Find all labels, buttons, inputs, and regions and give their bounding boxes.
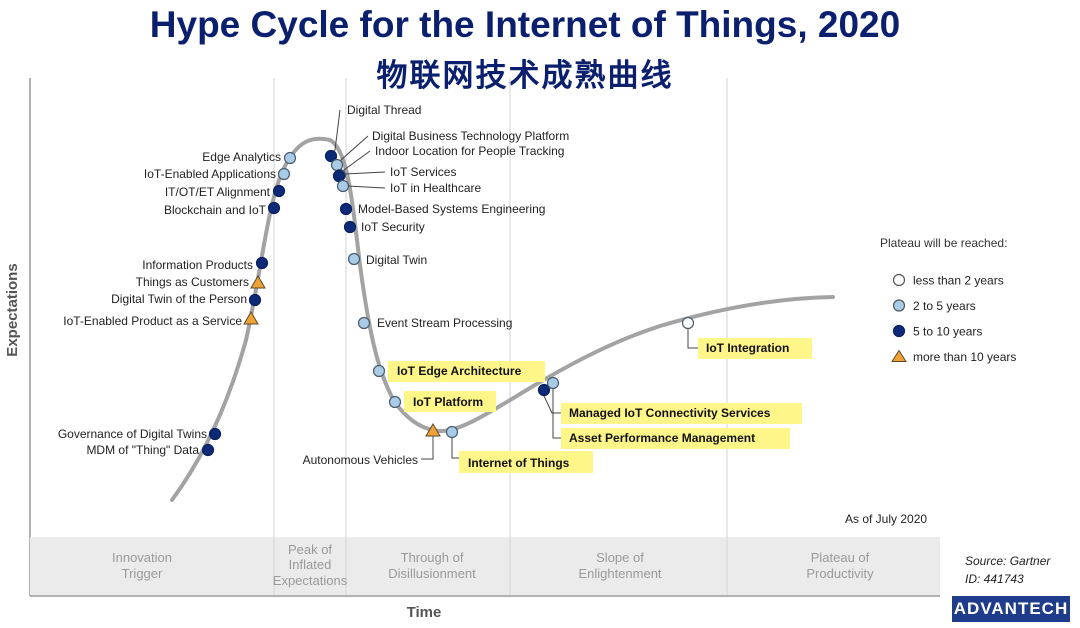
legend-label-5to10: 5 to 10 years <box>913 325 982 339</box>
highlight-managed-iot-connectivity-services <box>561 403 802 424</box>
highlight-asset-performance-management <box>561 428 790 449</box>
marker-governance-of-digital-twins <box>208 427 222 441</box>
x-axis-label: Time <box>407 604 442 621</box>
source-note: Source: Gartner ID: 441743 <box>965 552 1050 588</box>
marker-blockchain-and-iot <box>267 201 281 215</box>
legend-label-2to5: 2 to 5 years <box>913 299 976 313</box>
phase-label-peak-2: Inflated <box>289 557 332 572</box>
marker-iot-edge-architecture <box>372 364 386 378</box>
marker-mdm-of-thing-data <box>201 443 215 457</box>
marker-model-based-systems-engineering <box>339 202 353 216</box>
label-governance-of-digital-twins: Governance of Digital Twins <box>58 427 207 441</box>
label-digital-business-technology-platform: Digital Business Technology Platform <box>372 129 569 143</box>
marker-autonomous-vehicles <box>425 423 441 437</box>
marker-iot-enabled-product-as-a-service <box>243 311 259 325</box>
phase-label-slope-1: Slope of <box>596 550 644 565</box>
phase-label-plateau-1: Plateau of <box>811 550 870 565</box>
source-id: ID: 441743 <box>965 572 1024 586</box>
marker-edge-analytics <box>283 151 297 165</box>
label-iot-enabled-product-as-a-service: IoT-Enabled Product as a Service <box>63 314 242 328</box>
marker-internet-of-things <box>445 425 459 439</box>
data-labels: Governance of Digital Twins MDM of "Thing… <box>58 103 790 470</box>
highlight-boxes <box>388 338 812 473</box>
phase-label-innovation-1: Innovation <box>112 550 172 565</box>
label-edge-analytics: Edge Analytics <box>202 150 281 164</box>
legend-title: Plateau will be reached: <box>880 236 1007 250</box>
legend-marker-lt2 <box>892 273 906 287</box>
label-it-ot-et-alignment: IT/OT/ET Alignment <box>165 185 271 199</box>
legend: Plateau will be reached: less than 2 yea… <box>880 236 1016 364</box>
marker-digital-twin-of-the-person <box>248 293 262 307</box>
label-autonomous-vehicles: Autonomous Vehicles <box>303 453 418 467</box>
marker-iot-security <box>343 220 357 234</box>
label-internet-of-things: Internet of Things <box>468 456 570 470</box>
highlight-iot-platform <box>404 391 496 412</box>
advantech-logo: ADVANTECH <box>952 596 1070 622</box>
label-iot-services: IoT Services <box>390 165 456 179</box>
marker-asset-performance-management <box>546 376 560 390</box>
phase-label-plateau-2: Productivity <box>806 566 874 581</box>
phase-band <box>30 537 940 595</box>
marker-things-as-customers <box>250 275 266 289</box>
marker-iot-services <box>332 169 346 183</box>
legend-marker-5to10 <box>892 324 906 338</box>
marker-it-ot-et-alignment <box>272 184 286 198</box>
marker-event-stream-processing <box>357 316 371 330</box>
as-of-note: As of July 2020 <box>845 512 927 526</box>
highlight-iot-edge-architecture <box>388 361 545 382</box>
chart-subtitle: 物联网技术成熟曲线 <box>376 58 674 94</box>
label-information-products: Information Products <box>142 258 253 272</box>
marker-iot-enabled-applications <box>277 167 291 181</box>
source-line: Source: Gartner <box>965 554 1051 568</box>
phase-label-peak-3: Expectations <box>273 573 348 588</box>
label-managed-iot-connectivity-services: Managed IoT Connectivity Services <box>569 406 771 420</box>
phase-label-slope-2: Enlightenment <box>578 566 661 581</box>
marker-iot-in-healthcare <box>336 179 350 193</box>
marker-digital-thread <box>324 149 338 163</box>
label-iot-enabled-applications: IoT-Enabled Applications <box>144 167 276 181</box>
phase-label-peak-1: Peak of <box>288 542 332 557</box>
phase-label-through-1: Through of <box>401 550 464 565</box>
data-markers <box>201 149 695 457</box>
legend-label-lt2: less than 2 years <box>913 274 1004 288</box>
label-iot-platform: IoT Platform <box>413 395 483 409</box>
marker-managed-iot-connectivity-services <box>537 383 551 397</box>
phase-label-innovation-2: Trigger <box>122 566 163 581</box>
label-iot-edge-architecture: IoT Edge Architecture <box>397 364 522 378</box>
label-digital-thread: Digital Thread <box>347 103 421 117</box>
legend-label-gt10: more than 10 years <box>913 350 1016 364</box>
marker-digital-business-technology-platform <box>330 158 344 172</box>
highlight-internet-of-things <box>459 451 593 473</box>
label-blockchain-and-iot: Blockchain and IoT <box>164 203 267 217</box>
label-indoor-location-for-people-tracking: Indoor Location for People Tracking <box>375 144 564 158</box>
label-asset-performance-management: Asset Performance Management <box>569 431 755 445</box>
phase-label-through-2: Disillusionment <box>388 566 476 581</box>
label-digital-twin: Digital Twin <box>366 253 427 267</box>
label-iot-security: IoT Security <box>361 220 425 234</box>
marker-digital-twin <box>347 252 361 266</box>
label-iot-in-healthcare: IoT in Healthcare <box>390 181 481 195</box>
legend-marker-gt10 <box>891 349 907 362</box>
chart-title: Hype Cycle for the Internet of Things, 2… <box>149 4 901 45</box>
marker-iot-integration <box>681 316 695 330</box>
marker-iot-platform <box>388 395 402 409</box>
legend-marker-2to5 <box>892 299 906 312</box>
highlight-iot-integration <box>698 338 812 359</box>
label-digital-twin-of-the-person: Digital Twin of the Person <box>111 292 247 306</box>
label-things-as-customers: Things as Customers <box>136 275 249 289</box>
label-mdm-of-thing-data: MDM of "Thing" Data <box>86 443 199 457</box>
marker-information-products <box>255 256 269 270</box>
label-model-based-systems-engineering: Model-Based Systems Engineering <box>358 202 545 216</box>
label-event-stream-processing: Event Stream Processing <box>377 316 512 330</box>
label-iot-integration: IoT Integration <box>706 341 789 355</box>
y-axis-label: Expectations <box>4 263 21 356</box>
